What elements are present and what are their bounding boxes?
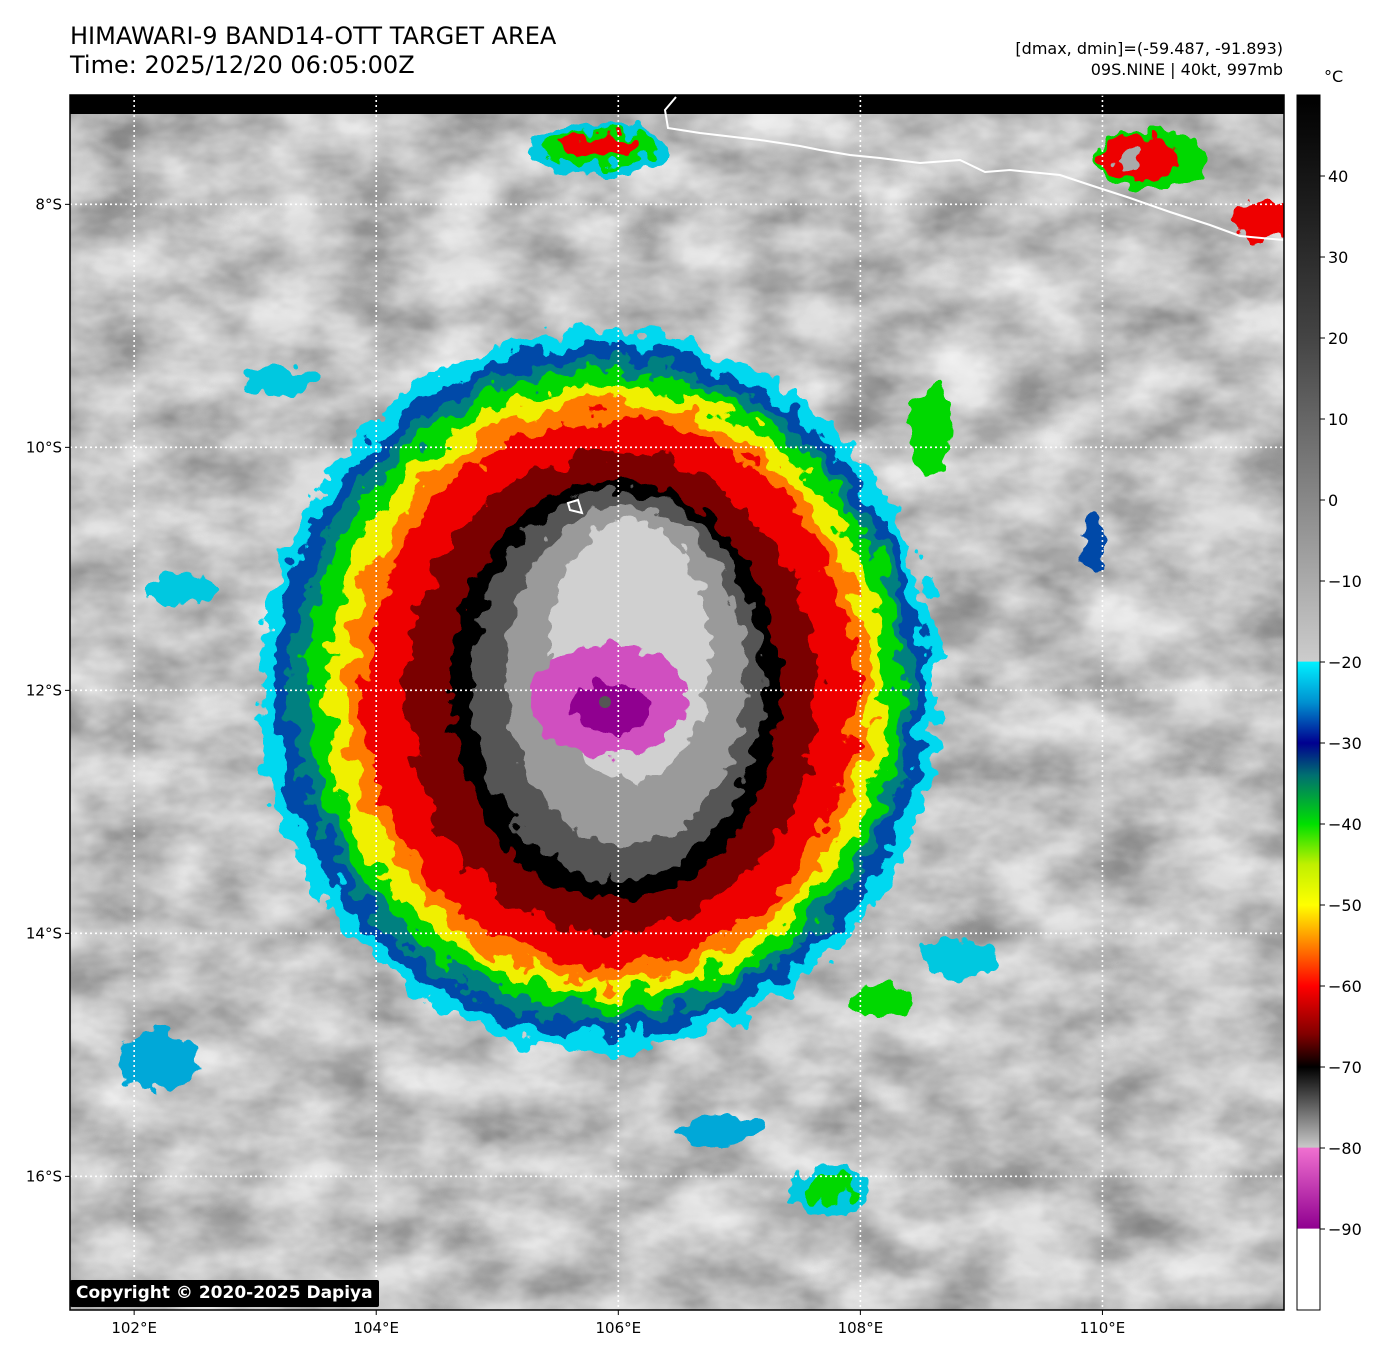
colorbar-tick-label: 40	[1328, 167, 1348, 186]
title-line-2: Time: 2025/12/20 06:05:00Z	[70, 51, 415, 79]
gridlines	[70, 95, 1284, 1310]
lon-label: 110°E	[1080, 1319, 1126, 1337]
colorbar-tick-label: −40	[1328, 815, 1362, 834]
dmax-dmin-label: [dmax, dmin]=(-59.487, -91.893)	[1015, 39, 1283, 58]
lat-label: 8°S	[35, 195, 62, 213]
lon-label: 108°E	[838, 1319, 884, 1337]
scattered-cells	[120, 125, 1284, 1215]
colorbar-tick-label: 10	[1328, 410, 1348, 429]
colorbar-tick-label: 0	[1328, 491, 1338, 510]
lon-label: 104°E	[353, 1319, 399, 1337]
colorbar-tick-label: 20	[1328, 329, 1348, 348]
colorbar-ticks: 40 30 20 10 0 −10 −20 −30 −40 −50 −60 −70 −80 −90	[1320, 167, 1362, 1239]
colorbar-tick-label: −70	[1328, 1058, 1362, 1077]
title-line-1: HIMAWARI-9 BAND14-OTT TARGET AREA	[70, 22, 557, 50]
image-area	[70, 95, 1284, 1310]
colorbar-tick-label: −50	[1328, 896, 1362, 915]
colorbar: 40 30 20 10 0 −10 −20 −30 −40 −50 −60 −70 −80 −90	[1296, 94, 1362, 1311]
storm-info-label: 09S.NINE | 40kt, 997mb	[1090, 60, 1283, 79]
island-outline	[566, 498, 584, 515]
colorbar-tick-label: −20	[1328, 653, 1362, 672]
lat-label: 10°S	[26, 438, 62, 456]
chart-title: HIMAWARI-9 BAND14-OTT TARGET AREA Time: …	[70, 22, 556, 80]
colorbar-tick-label: −80	[1328, 1139, 1362, 1158]
colorbar-unit: °C	[1324, 67, 1344, 86]
info-block: [dmax, dmin]=(-59.487, -91.893) 09S.NINE…	[1015, 38, 1283, 80]
colorbar-tick-label: 30	[1328, 248, 1348, 267]
lon-label: 102°E	[111, 1319, 157, 1337]
colorbar-tick-label: −90	[1328, 1220, 1362, 1239]
copyright-label: Copyright © 2020-2025 Dapiya	[70, 1280, 379, 1307]
lat-label: 14°S	[26, 924, 62, 942]
colorbar-tick-label: −10	[1328, 572, 1362, 591]
lon-label: 106°E	[595, 1319, 641, 1337]
core-purple	[570, 682, 650, 734]
colorbar-tick-label: −30	[1328, 734, 1362, 753]
storm-eye	[599, 696, 611, 708]
axis-ticks: 102°E 104°E 106°E 108°E 110°E 8°S 10°S 12°S 14°S…	[26, 195, 1125, 1337]
colorbar-gradient	[1296, 94, 1321, 1311]
colorbar-tick-label: −60	[1328, 977, 1362, 996]
lat-label: 16°S	[26, 1167, 62, 1185]
lat-label: 12°S	[26, 681, 62, 699]
plot-frame	[69, 94, 1285, 1311]
coastline	[663, 96, 1284, 241]
